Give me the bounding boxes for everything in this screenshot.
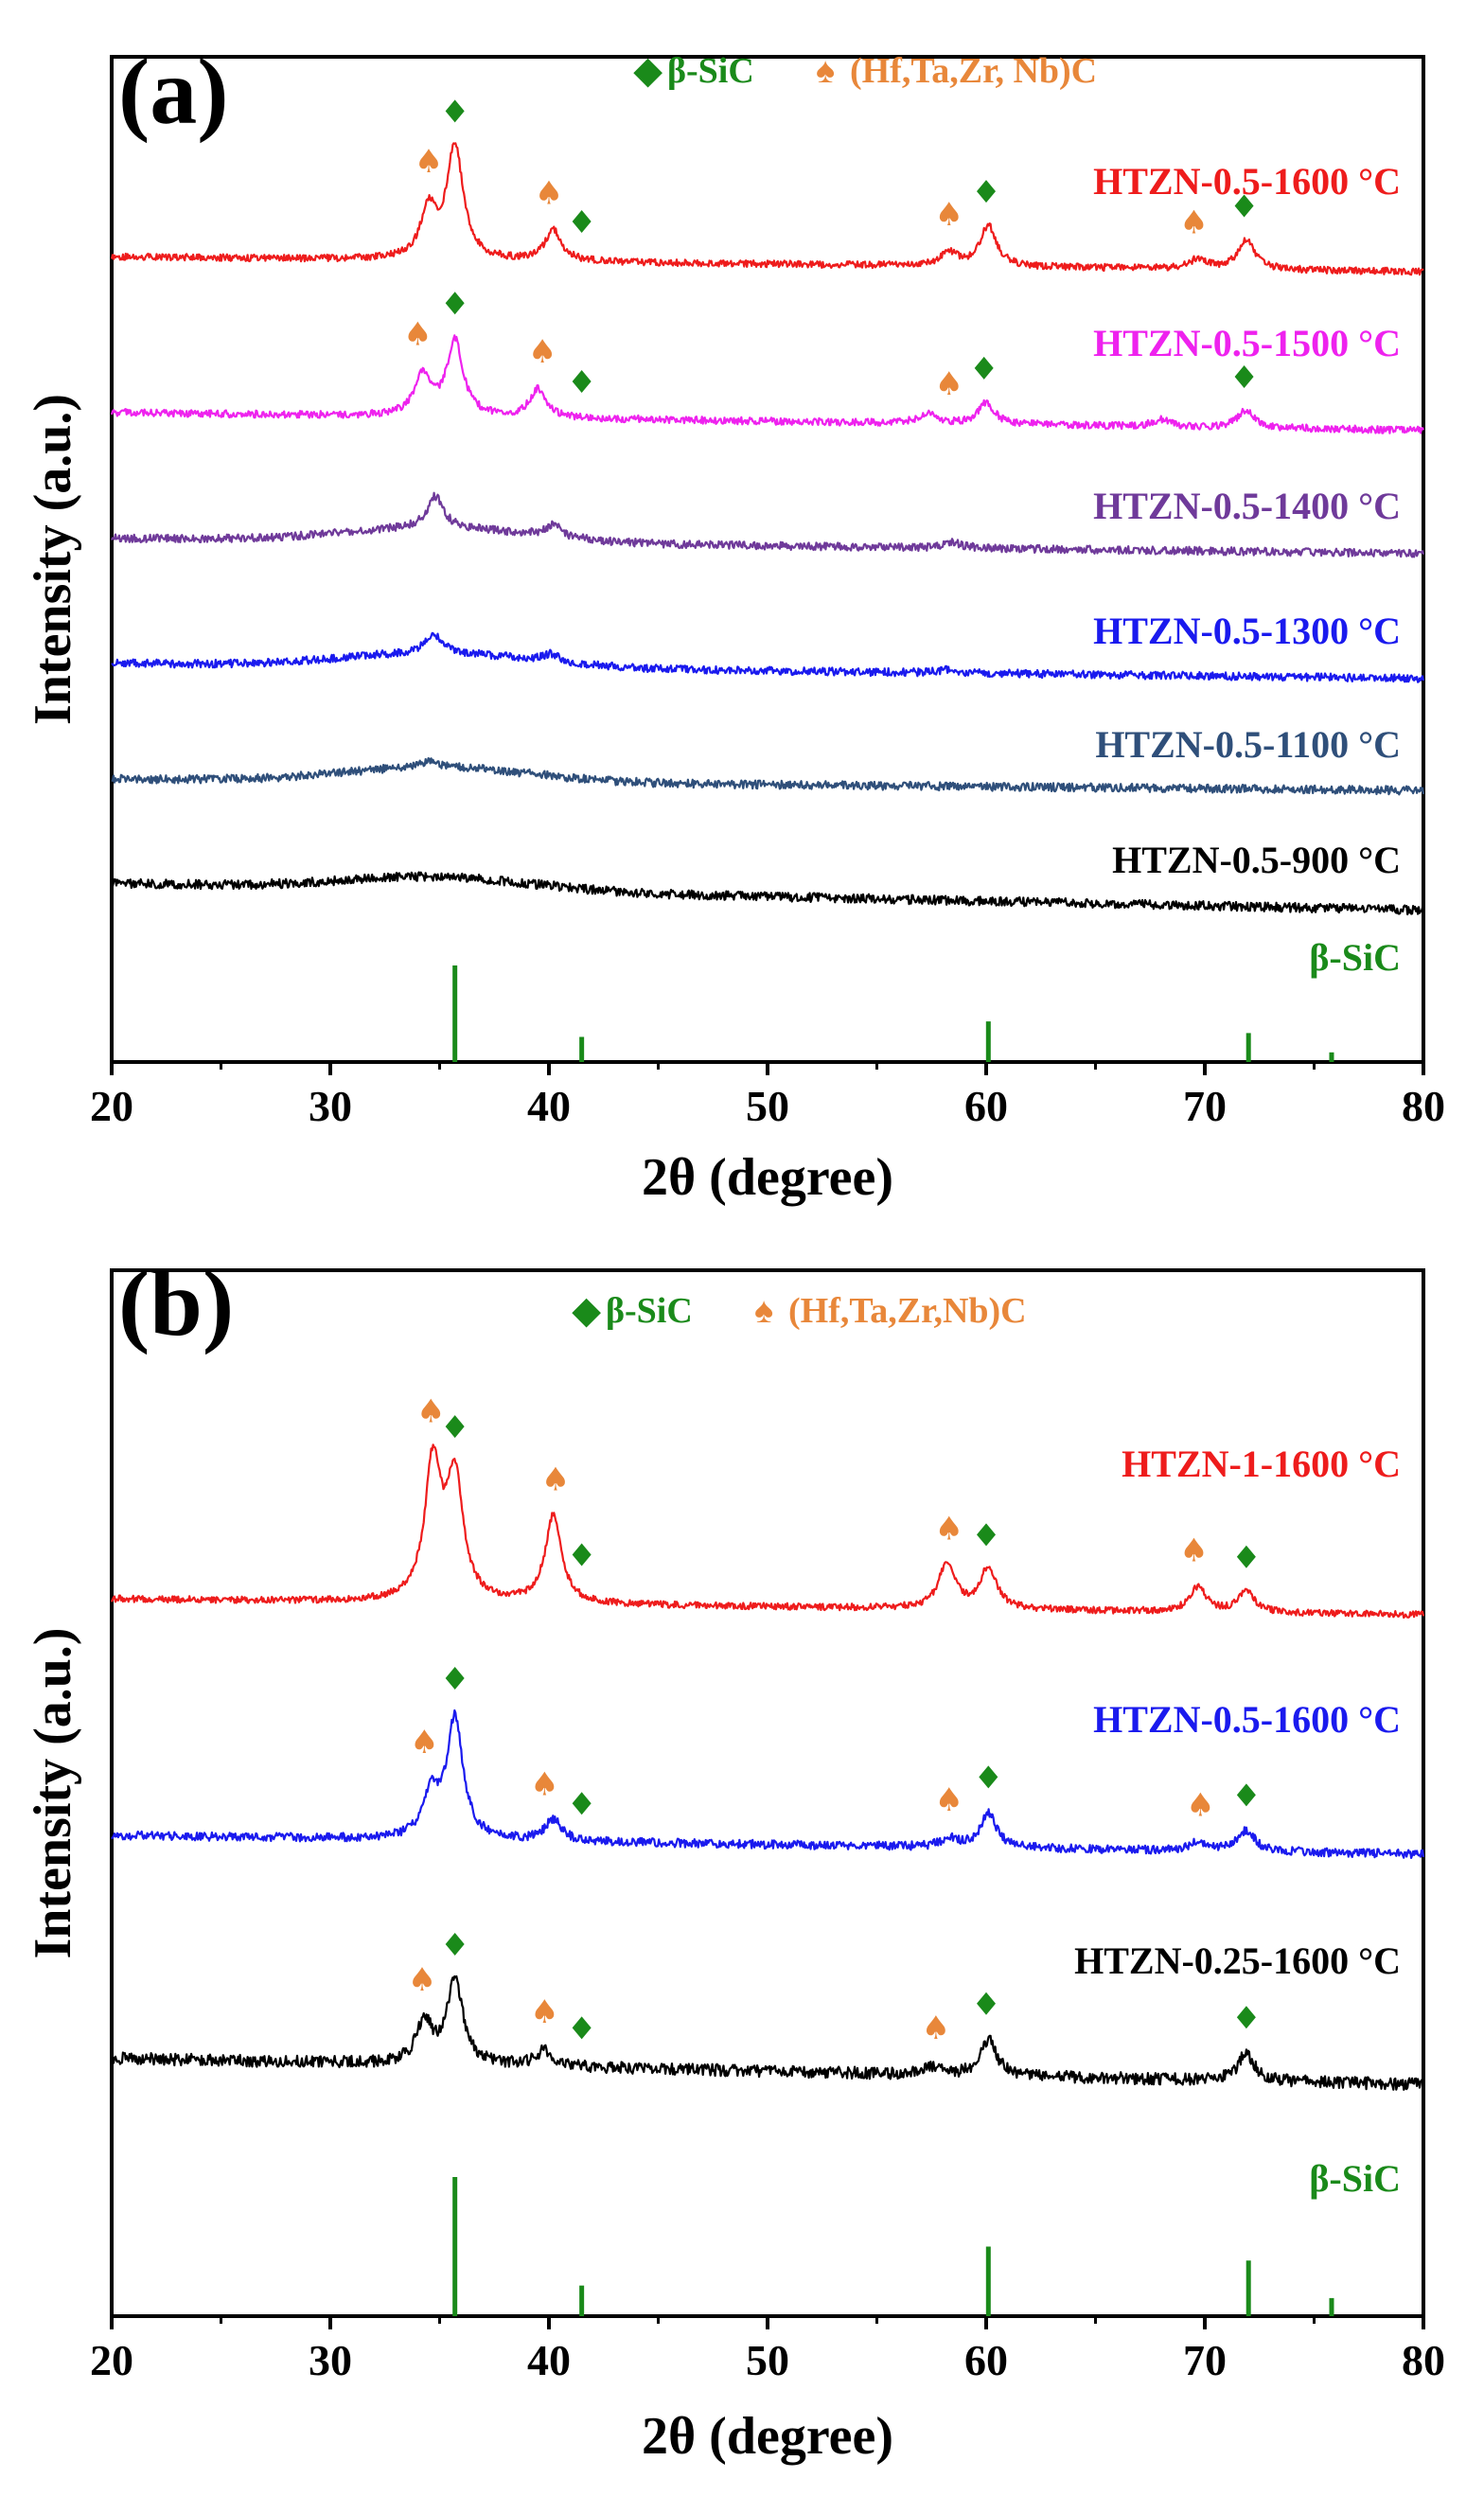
legend: ◆ β-SiC ♠ (Hf,Ta,Zr, Nb)C [633, 51, 1097, 91]
sic-peak-marker [977, 1523, 996, 1547]
series-label: HTZN-0.5-1300 °C [1093, 610, 1401, 652]
sic-peak-marker [445, 292, 465, 315]
mc-peak-marker: ♠ [1179, 1532, 1208, 1570]
panel-label: (a) [118, 39, 229, 144]
mc-peak-marker: ♠ [1186, 1787, 1214, 1825]
legend-sic-marker: ◆ [633, 51, 662, 91]
sic-peak-marker [1234, 194, 1254, 218]
plot-frame [110, 1268, 1425, 2318]
sic-peak-marker [979, 1765, 998, 1789]
panel-label: (b) [118, 1250, 234, 1355]
legend-sic-marker: ◆ [572, 1291, 601, 1331]
series-label: HTZN-0.5-1600 °C [1093, 160, 1401, 203]
x-tick-label: 50 [746, 2336, 789, 2384]
series-line [110, 142, 1424, 276]
series-line [111, 1974, 1424, 2091]
series-label: HTZN-0.5-1600 °C [1093, 1698, 1401, 1741]
x-tick-label: 40 [527, 2336, 571, 2384]
mc-peak-marker: ♠ [530, 1765, 558, 1803]
sic-peak-marker [977, 180, 996, 204]
mc-peak-marker: ♠ [410, 1724, 438, 1761]
sic-peak-marker [1234, 365, 1254, 389]
x-tick-label: 60 [964, 1082, 1008, 1130]
x-tick-label: 80 [1402, 2336, 1445, 2384]
legend: ◆ β-SiC ♠ (Hf,Ta,Zr,Nb)C [572, 1291, 1027, 1331]
series-line [111, 1708, 1425, 1860]
series-line [110, 871, 1424, 916]
mc-peak-marker: ♠ [528, 333, 556, 371]
mc-peak-marker: ♠ [934, 1781, 963, 1819]
mc-peak-marker: ♠ [1179, 204, 1208, 242]
series-line [111, 756, 1425, 796]
x-tick-label: 50 [746, 1082, 789, 1130]
mc-peak-marker: ♠ [415, 143, 443, 181]
series-label: HTZN-0.5-1100 °C [1095, 723, 1401, 766]
series-label: HTZN-0.5-900 °C [1112, 839, 1401, 881]
mc-peak-marker: ♠ [934, 365, 963, 403]
sic-peak-marker [445, 1415, 465, 1439]
legend-mc-text: (Hf,Ta,Zr, Nb)C [850, 51, 1097, 91]
sic-peak-marker [1236, 1783, 1256, 1807]
series-line [110, 1443, 1425, 1620]
sic-peak-marker [572, 210, 592, 234]
panel-b: 20 30 40 50 60 70 80 2θ (degree) Intensity (a.u.… [24, 1250, 1445, 2466]
legend-sic-text: β-SiC [606, 1291, 693, 1331]
sic-peak-marker [1236, 1545, 1256, 1568]
sic-peak-marker [572, 2016, 592, 2040]
y-axis-title: Intensity (a.u.) [24, 1627, 82, 1958]
sic-peak-marker [974, 356, 994, 380]
x-tick-label: 40 [527, 1082, 571, 1130]
series-label: HTZN-0.5-1400 °C [1093, 485, 1401, 527]
mc-peak-marker: ♠ [934, 1510, 963, 1548]
sic-peak-marker [445, 1667, 465, 1691]
x-tick-label: 30 [309, 1082, 352, 1130]
x-tick-label: 80 [1402, 1082, 1445, 1130]
x-axis-title: 2θ (degree) [642, 1148, 893, 1207]
panel-a: 20 30 40 50 60 70 80 2θ (degree) Intensity (a.u.… [24, 39, 1445, 1207]
x-tick-label: 20 [90, 2336, 133, 2384]
sic-peak-marker [977, 1991, 996, 2015]
legend-sic-text: β-SiC [667, 51, 754, 91]
mc-peak-marker: ♠ [934, 196, 963, 234]
legend-mc-marker: ♠ [816, 51, 835, 91]
sic-peak-marker [1236, 2006, 1256, 2029]
x-tick-label: 30 [309, 2336, 352, 2384]
mc-peak-marker: ♠ [408, 1961, 436, 1999]
x-tick-label: 70 [1183, 1082, 1227, 1130]
series-line [110, 334, 1424, 434]
x-tick-label: 20 [90, 1082, 133, 1130]
mc-peak-marker: ♠ [922, 2009, 950, 2047]
x-axis-title: 2θ (degree) [642, 2407, 893, 2466]
x-tick-label: 60 [964, 2336, 1008, 2384]
sic-peak-marker [572, 1543, 592, 1567]
mc-peak-marker: ♠ [416, 1392, 445, 1430]
series-line [110, 491, 1425, 558]
series-label: HTZN-0.5-1500 °C [1093, 322, 1401, 364]
sic-peak-marker [445, 1932, 465, 1956]
x-tick-label: 70 [1183, 2336, 1227, 2384]
legend-mc-marker: ♠ [754, 1291, 773, 1331]
mc-peak-marker: ♠ [541, 1460, 570, 1498]
legend-mc-text: (Hf,Ta,Zr,Nb)C [788, 1291, 1027, 1331]
y-axis-title: Intensity (a.u.) [24, 394, 82, 725]
plot-frame [110, 55, 1425, 1064]
series-line [111, 631, 1425, 683]
reference-label: β-SiC [1309, 936, 1401, 979]
mc-peak-marker: ♠ [530, 1993, 558, 2031]
sic-peak-marker [445, 99, 465, 123]
reference-label: β-SiC [1309, 2157, 1401, 2200]
sic-peak-marker [572, 369, 592, 393]
series-label: HTZN-0.25-1600 °C [1074, 1939, 1401, 1982]
series-label: HTZN-1-1600 °C [1122, 1443, 1401, 1485]
sic-peak-marker [572, 1792, 592, 1815]
mc-peak-marker: ♠ [535, 175, 563, 213]
mc-peak-marker: ♠ [403, 316, 432, 354]
